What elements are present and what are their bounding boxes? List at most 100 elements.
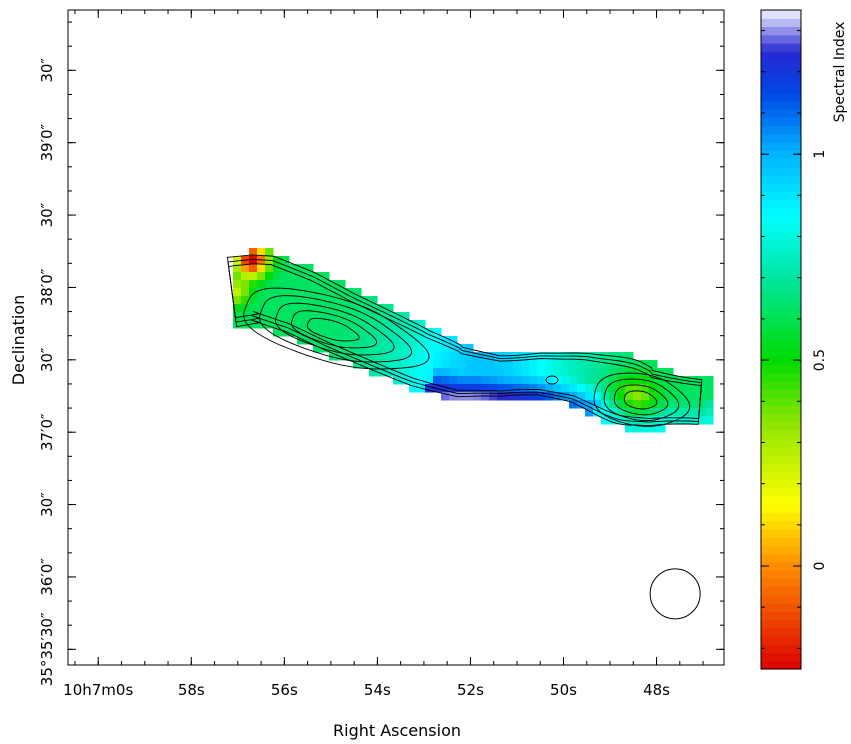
heatmap-pixel	[521, 376, 530, 385]
heatmap-pixel	[497, 368, 506, 377]
colorbar-swatch	[761, 528, 801, 538]
heatmap-pixel	[569, 368, 578, 377]
heatmap-pixel	[297, 328, 306, 337]
heatmap-pixel	[665, 376, 674, 385]
heatmap-pixel	[305, 264, 314, 273]
heatmap-pixel	[521, 384, 530, 393]
colorbar-ticks: 00.51	[761, 30, 828, 649]
heatmap-pixel	[345, 328, 354, 337]
colorbar-swatch	[761, 281, 801, 291]
heatmap-pixel	[537, 384, 546, 393]
heatmap-pixel	[233, 264, 242, 273]
heatmap-pixel	[385, 320, 394, 329]
heatmap-pixel	[257, 264, 266, 273]
heatmap-pixel	[657, 408, 666, 417]
heatmap-pixel	[281, 272, 290, 281]
heatmap-pixel	[449, 344, 458, 353]
heatmap-pixel	[417, 344, 426, 353]
heatmap-pixel	[705, 408, 714, 417]
colorbar-swatch	[761, 240, 801, 250]
heatmap-pixel	[601, 416, 610, 425]
heatmap-pixel	[369, 312, 378, 321]
heatmap-pixel	[689, 392, 698, 401]
heatmap-pixel	[393, 336, 402, 345]
heatmap-pixel	[401, 368, 410, 377]
heatmap-pixel	[481, 368, 490, 377]
colorbar-swatch	[761, 487, 801, 497]
heatmap-pixel	[665, 384, 674, 393]
heatmap-pixel	[393, 352, 402, 361]
heatmap-pixel	[385, 352, 394, 361]
heatmap-pixel	[545, 360, 554, 369]
heatmap-pixel	[257, 248, 266, 257]
heatmap-pixel	[273, 288, 282, 297]
heatmap-pixel	[353, 360, 362, 369]
heatmap-pixel	[529, 392, 538, 401]
heatmap-pixel	[281, 312, 290, 321]
heatmap-pixel	[617, 408, 626, 417]
heatmap-pixel	[417, 336, 426, 345]
heatmap-pixel	[457, 384, 466, 393]
x-axis-title: Right Ascension	[333, 721, 461, 740]
heatmap-pixel	[521, 352, 530, 361]
heatmap-pixel	[337, 336, 346, 345]
heatmap-pixel	[313, 344, 322, 353]
colorbar-swatch	[761, 34, 801, 44]
heatmap-pixel	[321, 304, 330, 313]
heatmap-pixel	[513, 368, 522, 377]
heatmap-pixel	[441, 360, 450, 369]
heatmap-pixel	[257, 304, 266, 313]
heatmap-pixel	[329, 296, 338, 305]
heatmap-pixel	[689, 408, 698, 417]
colorbar-swatch	[761, 42, 801, 52]
heatmap-pixel	[529, 384, 538, 393]
heatmap-pixel	[265, 280, 274, 289]
heatmap-pixel	[569, 384, 578, 393]
heatmap-pixel	[433, 376, 442, 385]
heatmap-pixel	[321, 296, 330, 305]
colorbar-swatch	[761, 265, 801, 275]
colorbar-swatch	[761, 257, 801, 266]
colorbar-swatch	[761, 388, 801, 398]
heatmap-pixel	[649, 360, 658, 369]
heatmap-pixel	[321, 312, 330, 321]
heatmap-pixel	[569, 376, 578, 385]
heatmap-pixel	[633, 408, 642, 417]
heatmap-pixel	[617, 368, 626, 377]
colorbar-swatch	[761, 26, 801, 36]
heatmap-pixel	[577, 368, 586, 377]
heatmap-pixel	[569, 360, 578, 369]
heatmap-pixel	[609, 392, 618, 401]
heatmap-pixel	[313, 280, 322, 289]
heatmap-pixel	[689, 376, 698, 385]
heatmap-pixel	[681, 400, 690, 409]
heatmap-pixel	[361, 336, 370, 345]
heatmap-pixel	[449, 360, 458, 369]
heatmap-pixel	[457, 352, 466, 361]
colorbar-swatch	[761, 570, 801, 579]
colorbar-swatch	[761, 355, 801, 365]
heatmap-pixel	[625, 376, 634, 385]
heatmap-pixel	[553, 368, 562, 377]
heatmap-pixel	[505, 352, 514, 361]
heatmap-pixel	[329, 352, 338, 361]
heatmap-pixel	[257, 296, 266, 305]
heatmap-pixel	[593, 360, 602, 369]
colorbar-swatch	[761, 561, 801, 571]
heatmap-pixel	[585, 408, 594, 417]
heatmap-pixel	[353, 296, 362, 305]
heatmap-pixel	[321, 288, 330, 297]
heatmap-pixel	[681, 384, 690, 393]
heatmap-pixel	[289, 328, 298, 337]
heatmap-pixel	[657, 392, 666, 401]
heatmap-pixel	[649, 424, 658, 433]
heatmap-pixel	[521, 360, 530, 369]
heatmap-pixel	[601, 360, 610, 369]
heatmap-pixel	[521, 368, 530, 377]
heatmap-pixel	[281, 280, 290, 289]
heatmap-pixel	[633, 360, 642, 369]
heatmap-pixel	[473, 352, 482, 361]
contour-line	[306, 317, 360, 342]
colorbar-swatch	[761, 413, 801, 423]
heatmap-pixel	[241, 264, 250, 273]
